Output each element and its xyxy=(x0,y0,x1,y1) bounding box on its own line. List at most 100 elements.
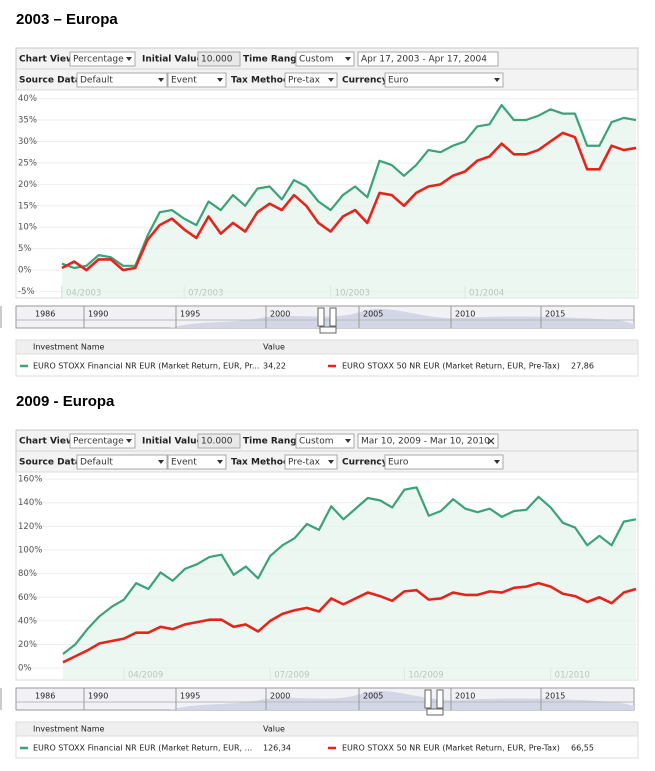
toolbar-label: Tax Method xyxy=(231,76,289,86)
legend-name: EURO STOXX Financial NR EUR (Market Retu… xyxy=(33,362,259,371)
area-shade xyxy=(63,487,636,680)
table-header-name: Investment Name xyxy=(33,343,105,352)
dropdown[interactable] xyxy=(384,72,504,88)
dropdown-value: Percentage xyxy=(73,437,124,447)
y-tick-label: 35% xyxy=(18,116,37,126)
range-handle[interactable] xyxy=(329,307,337,327)
navigator-year: 1990 xyxy=(88,310,108,319)
dropdown[interactable] xyxy=(167,72,227,88)
dropdown-value: Default xyxy=(80,76,113,86)
table-header-value: Value xyxy=(263,725,285,734)
navigator-year: 2005 xyxy=(363,310,383,319)
input-value: Mar 10, 2009 - Mar 10, 2010 xyxy=(361,437,490,447)
navigator-silhouette xyxy=(170,690,634,710)
dropdown-arrow xyxy=(494,78,500,82)
navigator-year: 2005 xyxy=(363,692,383,701)
legend-name: EURO STOXX 50 NR EUR (Market Return, EUR… xyxy=(342,744,560,753)
dropdown-value: Euro xyxy=(388,76,409,86)
navigator-year: 2015 xyxy=(545,692,565,701)
dropdown[interactable] xyxy=(295,51,355,67)
navigator-year: 2000 xyxy=(270,310,290,319)
toolbar-label: Chart View xyxy=(19,55,74,65)
toolbar-label: Currency xyxy=(342,458,388,468)
y-tick-label: -5% xyxy=(18,287,35,297)
navigator-year: 1986 xyxy=(35,692,55,701)
table-header-name: Investment Name xyxy=(33,725,105,734)
dropdown[interactable] xyxy=(284,72,338,88)
y-tick-label: 0% xyxy=(18,664,32,674)
y-tick-label: 80% xyxy=(18,569,37,579)
legend-value: 66,55 xyxy=(571,744,594,753)
dropdown[interactable] xyxy=(295,433,355,449)
y-tick-label: 40% xyxy=(18,616,37,626)
dropdown-arrow xyxy=(217,78,223,82)
navigator-year: 2015 xyxy=(545,310,565,319)
dropdown-arrow xyxy=(328,78,334,82)
navigator-year: 2010 xyxy=(455,310,475,319)
y-tick-label: 0% xyxy=(18,266,32,276)
dropdown[interactable] xyxy=(76,454,168,470)
toolbar-label: Time Range xyxy=(243,437,303,447)
dropdown-value: Custom xyxy=(299,437,333,447)
navigator-year: 2000 xyxy=(270,692,290,701)
navigator-year: 2010 xyxy=(455,692,475,701)
input-box[interactable] xyxy=(357,51,499,67)
dropdown-value: Pre-tax xyxy=(288,458,321,468)
panel-heading: 2003 – Europa xyxy=(16,11,118,28)
range-grip[interactable] xyxy=(319,326,337,334)
dropdown-value: Event xyxy=(171,76,197,86)
table-row xyxy=(15,735,639,759)
y-tick-label: 60% xyxy=(18,593,37,603)
toolbar-label: Initial Value xyxy=(142,437,203,447)
legend-value: 34,22 xyxy=(263,362,286,371)
y-tick-label: 10% xyxy=(18,223,37,233)
y-tick-label: 20% xyxy=(18,180,37,190)
legend-value: 126,34 xyxy=(263,744,291,753)
navigator-year: 1990 xyxy=(88,692,108,701)
dropdown-value: Pre-tax xyxy=(288,76,321,86)
dropdown-arrow xyxy=(158,460,164,464)
dropdown[interactable] xyxy=(284,454,338,470)
input-box[interactable] xyxy=(357,433,499,449)
dropdown-arrow xyxy=(126,57,132,61)
dropdown-arrow xyxy=(328,460,334,464)
dropdown[interactable] xyxy=(167,454,227,470)
range-handle[interactable] xyxy=(317,307,325,327)
y-tick-label: 40% xyxy=(18,94,37,104)
range-handle[interactable] xyxy=(436,689,444,709)
navigator-year: 1995 xyxy=(180,310,200,319)
y-tick-label: 100% xyxy=(18,546,42,556)
y-tick-label: 30% xyxy=(18,137,37,147)
series-line xyxy=(62,486,637,655)
dropdown[interactable] xyxy=(76,72,168,88)
range-grip[interactable] xyxy=(426,708,444,716)
y-tick-label: 25% xyxy=(18,158,37,168)
table-row xyxy=(15,353,639,377)
input-value: Apr 17, 2003 - Apr 17, 2004 xyxy=(361,55,487,65)
panel-heading: 2009 - Europa xyxy=(16,393,115,410)
legend-name: EURO STOXX Financial NR EUR (Market Retu… xyxy=(33,744,252,753)
y-tick-label: 20% xyxy=(18,640,37,650)
dropdown[interactable] xyxy=(384,454,504,470)
toolbar-label: Chart View xyxy=(19,437,74,447)
toolbar-label: Tax Method xyxy=(231,458,289,468)
navigator-year: 1995 xyxy=(180,692,200,701)
y-tick-label: 5% xyxy=(18,244,32,254)
input-box[interactable] xyxy=(197,51,241,67)
series-line xyxy=(61,103,637,270)
range-handle[interactable] xyxy=(424,689,432,709)
dropdown-value: Default xyxy=(80,458,113,468)
input-box[interactable] xyxy=(197,433,241,449)
navigator-silhouette xyxy=(170,308,634,328)
y-tick-label: 160% xyxy=(18,475,42,485)
y-tick-label: 120% xyxy=(18,522,42,532)
dropdown[interactable] xyxy=(69,433,136,449)
dropdown-arrow xyxy=(217,460,223,464)
dropdown[interactable] xyxy=(69,51,136,67)
dropdown-arrow xyxy=(345,439,351,443)
y-tick-label: 15% xyxy=(18,201,37,211)
toolbar-label: Initial Value xyxy=(142,55,203,65)
toolbar-label: Currency xyxy=(342,76,388,86)
